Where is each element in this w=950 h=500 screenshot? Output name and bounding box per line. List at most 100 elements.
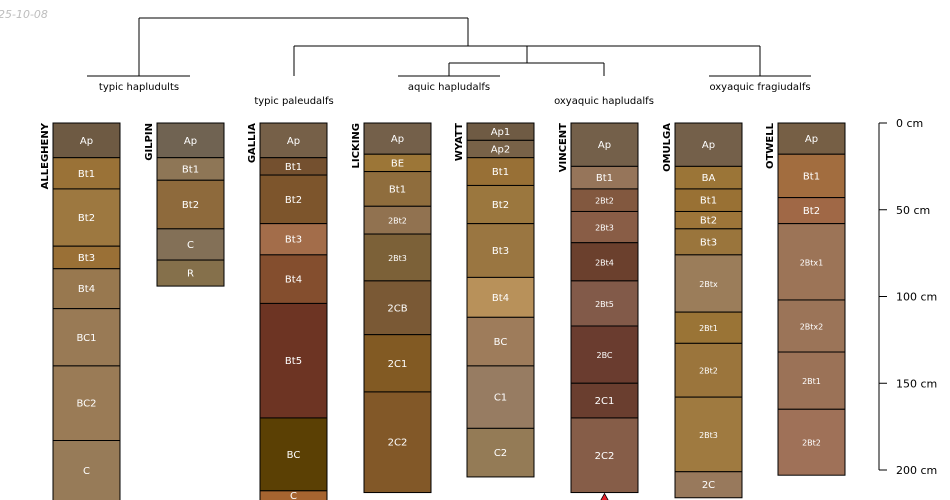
- horizon-c: [259, 490, 328, 500]
- horizon-label: Bt1: [78, 169, 95, 180]
- horizon-ap: [156, 122, 225, 159]
- horizon-2c1: [363, 334, 432, 393]
- horizon-label: 2C: [702, 480, 715, 491]
- horizon-label: C: [290, 491, 297, 500]
- horizon-label: BE: [391, 158, 404, 169]
- horizon-label: 2Bt3: [388, 254, 407, 263]
- horizon-label: 2Bt2: [802, 439, 821, 448]
- horizon-bt1: [363, 171, 432, 207]
- horizon-bt2: [259, 174, 328, 225]
- horizon-2bc: [570, 325, 639, 384]
- horizon-c1: [466, 365, 535, 429]
- horizon-label: C1: [494, 393, 507, 404]
- horizon-label: BC2: [76, 399, 96, 410]
- horizon-bt1: [466, 157, 535, 186]
- horizon-bc: [466, 316, 535, 367]
- horizon-label: Bt3: [78, 253, 95, 264]
- horizon-label: 2Bt5: [595, 300, 614, 309]
- horizon-2bt4: [570, 242, 639, 282]
- horizon-2c2: [570, 417, 639, 494]
- profile-omulga: Ap BA Bt1 Bt2 Bt3 2Btx 2Bt1 2Bt2 2Bt3 2C OMULGA: [662, 122, 743, 499]
- horizon-label: 2C2: [388, 438, 408, 449]
- horizon-2btx: [674, 254, 743, 313]
- horizon-c2: [466, 427, 535, 478]
- horizon-bt2: [777, 197, 846, 225]
- horizon-bt3: [674, 228, 743, 256]
- horizon-2bt5: [570, 280, 639, 327]
- horizon-label: Bt1: [596, 173, 613, 184]
- horizon-ap: [674, 122, 743, 167]
- depth-tick-label: 150 cm: [896, 377, 937, 390]
- horizon-label: Ap: [287, 136, 300, 147]
- horizon-2cb: [363, 280, 432, 336]
- horizon-bt4: [52, 268, 121, 310]
- horizon-2bt3: [674, 396, 743, 473]
- profile-name: VINCENT: [558, 123, 569, 172]
- profile-gilpin: Ap Bt1 Bt2 C R GILPIN: [144, 122, 225, 287]
- horizon-label: 2CB: [387, 303, 407, 314]
- horizon-label: 2Bt4: [595, 258, 614, 267]
- profile-licking: Ap BE Bt1 2Bt2 2Bt3 2CB 2C1 2C2 LICKING: [351, 122, 432, 494]
- horizon-label: Ap: [598, 140, 611, 151]
- profile-otwell: Ap Bt1 Bt2 2Btx1 2Btx2 2Bt1 2Bt2 OTWELL: [765, 122, 846, 476]
- horizon-label: Bt2: [78, 213, 95, 224]
- date-stamp: 25-10-08: [0, 8, 48, 21]
- depth-tick-label: 200 cm: [896, 464, 937, 477]
- horizon-label: Bt2: [492, 200, 509, 211]
- horizon-label: C: [83, 466, 90, 477]
- horizon-label: Bt2: [700, 216, 717, 227]
- horizon-2c: [674, 471, 743, 499]
- profile-allegheny: Ap Bt1 Bt2 Bt3 Bt4 BC1 BC2 C ALLEGHENY: [40, 122, 121, 500]
- horizon-2bt1: [674, 311, 743, 344]
- profile-name: WYATT: [454, 123, 465, 161]
- taxon-label: typic paleudalfs: [254, 96, 333, 107]
- horizon-label: BA: [702, 173, 716, 184]
- horizon-2bt3: [363, 233, 432, 282]
- horizon-label: C: [187, 240, 194, 251]
- horizon-label: 2Bt1: [699, 324, 718, 333]
- horizon-ap: [363, 122, 432, 155]
- horizon-label: Ap: [702, 140, 715, 151]
- horizon-label: Bt1: [182, 164, 199, 175]
- horizon-label: Ap: [805, 134, 818, 145]
- depth-marker-icon: [600, 492, 609, 500]
- taxon-label: oxyaquic fragiudalfs: [709, 82, 810, 93]
- horizon-label: Bt1: [700, 196, 717, 207]
- profile-wyatt: Ap1 Ap2 Bt1 Bt2 Bt3 Bt4 BC C1 C2 WYATT: [454, 122, 535, 478]
- horizon-label: Bt4: [285, 275, 302, 286]
- horizon-bc1: [52, 308, 121, 367]
- horizon-label: C2: [494, 448, 507, 459]
- horizon-label: Bt3: [700, 237, 717, 248]
- horizon-ap: [570, 122, 639, 167]
- horizon-label: 2Btx2: [800, 322, 824, 331]
- horizon-label: Bt5: [285, 356, 302, 367]
- taxonomic-dendrogram: typic hapludults typic paleudalfs aquic ha…: [87, 17, 811, 107]
- horizon-bt3: [259, 223, 328, 256]
- horizon-label: Bt1: [492, 167, 509, 178]
- horizon-label: 2BC: [596, 351, 612, 360]
- horizon-label: Bt4: [492, 293, 509, 304]
- horizon-label: 2Btx: [699, 280, 718, 289]
- profile-name: GALLIA: [247, 123, 258, 163]
- depth-axis: 0 cm 50 cm 100 cm 150 cm 200 cm: [878, 117, 937, 477]
- horizon-label: 2Bt2: [388, 217, 407, 226]
- horizon-label: BC1: [76, 333, 96, 344]
- horizon-label: Bt2: [182, 200, 199, 211]
- horizon-label: Bt1: [389, 184, 406, 195]
- profile-vincent: Ap Bt1 2Bt2 2Bt3 2Bt4 2Bt5 2BC 2C1 2C2 VINCENT: [558, 122, 639, 494]
- depth-tick-label: 100 cm: [896, 291, 937, 304]
- horizon-label: Ap: [391, 134, 404, 145]
- horizon-2bt2: [777, 408, 846, 476]
- horizon-label: 2Bt1: [802, 377, 821, 386]
- horizon-ap: [777, 122, 846, 155]
- horizon-label: 2Bt2: [699, 367, 718, 376]
- horizon-bt4: [259, 254, 328, 304]
- horizon-label: 2Bt3: [595, 224, 614, 233]
- profile-name: OTWELL: [765, 122, 776, 169]
- horizon-label: BC: [287, 450, 301, 461]
- horizon-label: Bt3: [285, 235, 302, 246]
- horizon-label: 2C1: [595, 396, 615, 407]
- horizon-label: Bt3: [492, 246, 509, 257]
